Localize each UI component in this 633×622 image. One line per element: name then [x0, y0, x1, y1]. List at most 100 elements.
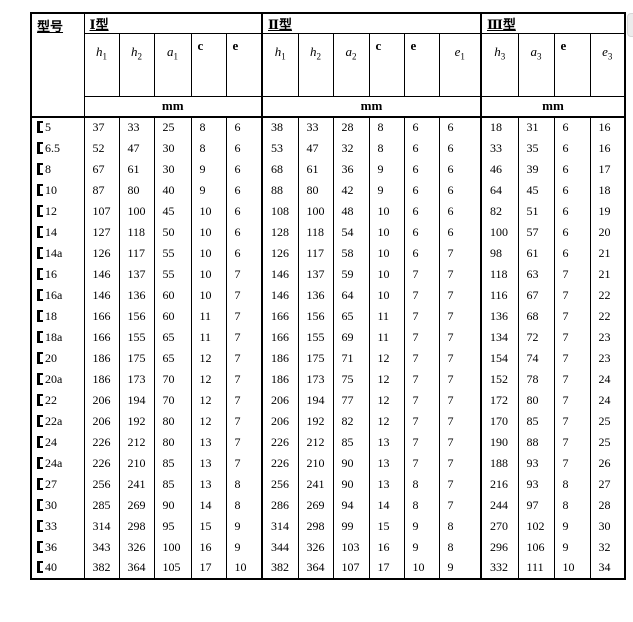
model-label: 36	[45, 539, 57, 554]
value-cell: 11	[368, 326, 404, 348]
channel-bracket-symbol	[37, 372, 43, 385]
value-cell: 82	[332, 410, 369, 432]
value-cell: 8	[368, 116, 404, 138]
value-cell: 28	[332, 116, 369, 138]
value-cell: 72	[517, 326, 554, 348]
value-cell: 226	[83, 452, 119, 474]
value-cell: 226	[261, 452, 298, 474]
value-cell: 6	[438, 179, 481, 201]
channel-bracket-symbol	[37, 414, 43, 427]
value-cell: 20	[589, 221, 625, 243]
channel-bracket-symbol	[37, 225, 43, 238]
column-header-e: e	[553, 33, 590, 97]
column-header-c: c	[190, 33, 226, 97]
value-cell: 7	[403, 263, 439, 285]
value-cell: 344	[261, 536, 298, 558]
value-cell: 6	[403, 158, 439, 180]
channel-bracket-symbol	[37, 519, 43, 532]
model-cell: 22a	[30, 410, 84, 432]
value-cell: 156	[297, 305, 333, 327]
value-cell: 68	[517, 305, 554, 327]
value-cell: 9	[403, 515, 439, 537]
value-cell: 241	[297, 473, 333, 495]
value-cell: 100	[153, 536, 191, 558]
value-cell: 206	[83, 410, 119, 432]
value-cell: 14	[368, 494, 404, 516]
value-cell: 326	[118, 536, 154, 558]
table-row: 27 256 241 85 13 8 256 241 90 13 8 7 216 93 8 27	[30, 473, 625, 495]
header-row-symbols: h1 h2 a1 c e h1 h2 a2 c e e1 h3 a3 e e3	[31, 33, 625, 97]
channel-bracket-symbol	[37, 498, 43, 511]
value-cell: 75	[332, 368, 369, 390]
table-row: 24a 226 210 85 13 7 226 210 90 13 7 7 188 93 7 26	[30, 452, 625, 474]
value-cell: 74	[517, 347, 554, 369]
value-cell: 9	[403, 536, 439, 558]
model-cell: 5	[30, 116, 84, 138]
value-cell: 146	[261, 284, 298, 306]
channel-bracket-symbol	[37, 477, 43, 490]
value-cell: 7	[225, 347, 262, 369]
value-cell: 46	[480, 158, 518, 180]
value-cell: 45	[153, 200, 191, 222]
value-cell: 194	[297, 389, 333, 411]
value-cell: 212	[118, 431, 154, 453]
value-cell: 7	[553, 431, 590, 453]
value-cell: 9	[368, 179, 404, 201]
value-cell: 6	[553, 221, 590, 243]
model-label: 30	[45, 497, 57, 512]
value-cell: 16	[589, 137, 625, 159]
value-cell: 210	[118, 452, 154, 474]
table-row: 20 186 175 65 12 7 186 175 71 12 7 7 154 74 7 23	[30, 347, 625, 369]
column-header-h1: h1	[83, 33, 119, 97]
value-cell: 65	[153, 347, 191, 369]
value-cell: 10	[403, 557, 439, 579]
value-cell: 7	[553, 284, 590, 306]
value-cell: 64	[480, 179, 518, 201]
value-cell: 88	[261, 179, 298, 201]
table-row: 36 343 326 100 16 9 344 326 103 16 9 8 296 106 9 32	[30, 536, 625, 558]
value-cell: 134	[480, 326, 518, 348]
model-cell: 24a	[30, 452, 84, 474]
value-cell: 8	[403, 473, 439, 495]
model-cell: 8	[30, 158, 84, 180]
value-cell: 10	[190, 242, 226, 264]
value-cell: 10	[368, 284, 404, 306]
value-cell: 55	[153, 263, 191, 285]
value-cell: 10	[368, 221, 404, 243]
value-cell: 13	[368, 431, 404, 453]
scrollbar-thumb-fragment[interactable]	[627, 13, 633, 37]
value-cell: 7	[403, 305, 439, 327]
value-cell: 6	[553, 158, 590, 180]
value-cell: 186	[83, 347, 119, 369]
model-label: 18	[45, 308, 57, 323]
group-header-type-3-label: Ⅲ型	[487, 17, 516, 32]
value-cell: 7	[403, 431, 439, 453]
header-row-groups: 型号 Ⅰ型 Ⅱ型 Ⅲ型	[31, 13, 625, 118]
value-cell: 166	[83, 305, 119, 327]
model-label: 14a	[45, 245, 63, 260]
value-cell: 8	[225, 494, 262, 516]
table-row: 10 87 80 40 9 6 88 80 42 9 6 6 64 45 6 18	[30, 179, 625, 201]
value-cell: 152	[480, 368, 518, 390]
value-cell: 8	[190, 137, 226, 159]
value-cell: 285	[83, 494, 119, 516]
value-cell: 12	[190, 347, 226, 369]
value-cell: 364	[297, 557, 333, 579]
value-cell: 6	[553, 200, 590, 222]
model-label: 16	[45, 266, 57, 281]
value-cell: 93	[517, 452, 554, 474]
value-cell: 35	[517, 137, 554, 159]
value-cell: 216	[480, 473, 518, 495]
value-cell: 127	[83, 221, 119, 243]
value-cell: 270	[480, 515, 518, 537]
value-cell: 16	[190, 536, 226, 558]
value-cell: 55	[153, 242, 191, 264]
table-row: 30 285 269 90 14 8 286 269 94 14 8 7 244 97 8 28	[30, 494, 625, 516]
value-cell: 45	[517, 179, 554, 201]
value-cell: 8	[438, 515, 481, 537]
model-label: 24a	[45, 455, 63, 470]
value-cell: 12	[368, 347, 404, 369]
value-cell: 7	[225, 305, 262, 327]
channel-bracket-symbol	[37, 288, 43, 301]
value-cell: 6	[225, 242, 262, 264]
